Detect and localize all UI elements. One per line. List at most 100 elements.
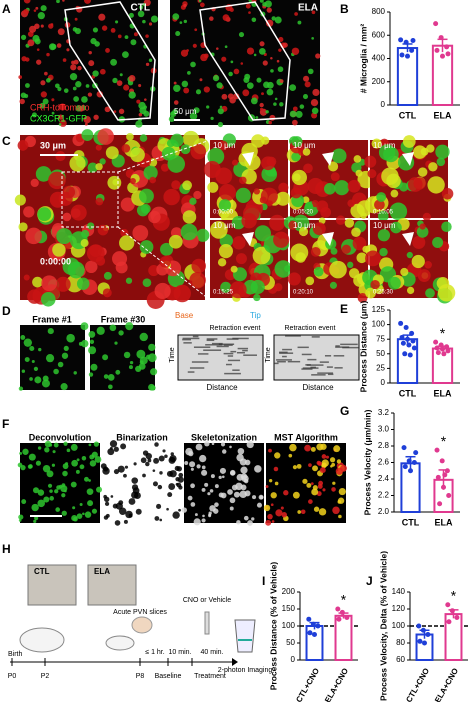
cell [21,499,27,505]
cell [123,351,131,359]
data-point [435,350,441,356]
data-point [339,609,345,615]
cell [364,155,377,168]
cell [224,45,228,49]
cell [229,281,247,299]
cell [152,469,156,472]
cell [73,59,79,65]
cell [278,48,282,52]
cell [329,457,336,463]
y-tick-label: 600 [372,30,386,39]
cell [41,275,58,292]
cell [23,206,35,218]
cell [164,454,168,459]
cell [118,330,124,336]
cell [210,221,228,239]
cell [312,465,318,472]
cell [218,199,232,212]
scale-label: 10 μm [293,221,316,230]
cell [94,41,100,47]
cell [370,279,380,290]
cell [47,327,54,335]
cell [351,227,361,238]
cell [383,146,399,163]
cell [218,183,236,201]
cell [304,444,311,452]
cell [262,2,267,7]
cell [273,231,290,248]
cell [180,144,191,155]
cell [23,338,33,347]
cell [23,8,29,15]
cell [14,194,26,206]
cell [169,454,177,463]
kymo-streak [317,372,334,374]
cell [168,483,176,490]
kymo-streak [182,337,200,340]
cell [173,84,181,92]
cell [163,188,180,206]
data-point [409,330,415,336]
cell [86,244,105,263]
cell [103,271,112,280]
data-point [446,493,452,498]
cell [190,483,195,489]
cell [102,354,109,361]
cell [44,447,50,453]
cell [77,65,82,71]
cell [123,519,128,524]
cell [56,485,61,490]
cell [390,221,402,234]
cell [81,129,94,141]
y-tick-label: 2.8 [378,441,390,450]
cell [280,506,284,510]
cell [212,74,220,82]
cell [74,17,78,21]
cell [75,105,82,112]
cell [292,106,298,112]
cell [56,0,60,4]
cell [40,91,47,98]
cell [110,28,116,33]
y-tick-label: 3.0 [378,425,390,434]
cell [311,107,319,115]
cell [33,366,39,371]
cell [307,68,314,75]
cell [42,464,51,473]
cell [175,476,180,482]
cell [268,448,272,453]
cell [379,247,388,257]
cell [95,163,103,171]
cell [169,470,177,478]
cell [182,130,200,148]
kymo-streak [227,355,234,357]
cell [270,69,274,73]
cell [211,442,215,446]
cell [125,277,133,284]
cell [260,187,278,205]
data-point [438,35,444,41]
cell [34,38,41,45]
cell [233,68,240,75]
y-axis-label: Process Distance (μm) [358,301,368,393]
cell [105,513,110,518]
data-point [312,632,317,637]
cell [38,347,42,352]
zoom-line [117,226,211,301]
cell [318,508,327,516]
cell [254,225,271,242]
y-tick-label: 200 [372,77,386,86]
region-outline [64,1,156,121]
data-point [438,342,444,348]
cell [355,169,363,177]
kymo-streak [192,335,199,338]
cell [230,265,238,273]
cell [91,451,98,458]
cell [289,443,297,452]
cell [180,49,189,57]
cell [240,466,248,474]
data-point [405,53,410,59]
cell [53,442,59,448]
cell [311,10,316,15]
cell [210,116,214,121]
